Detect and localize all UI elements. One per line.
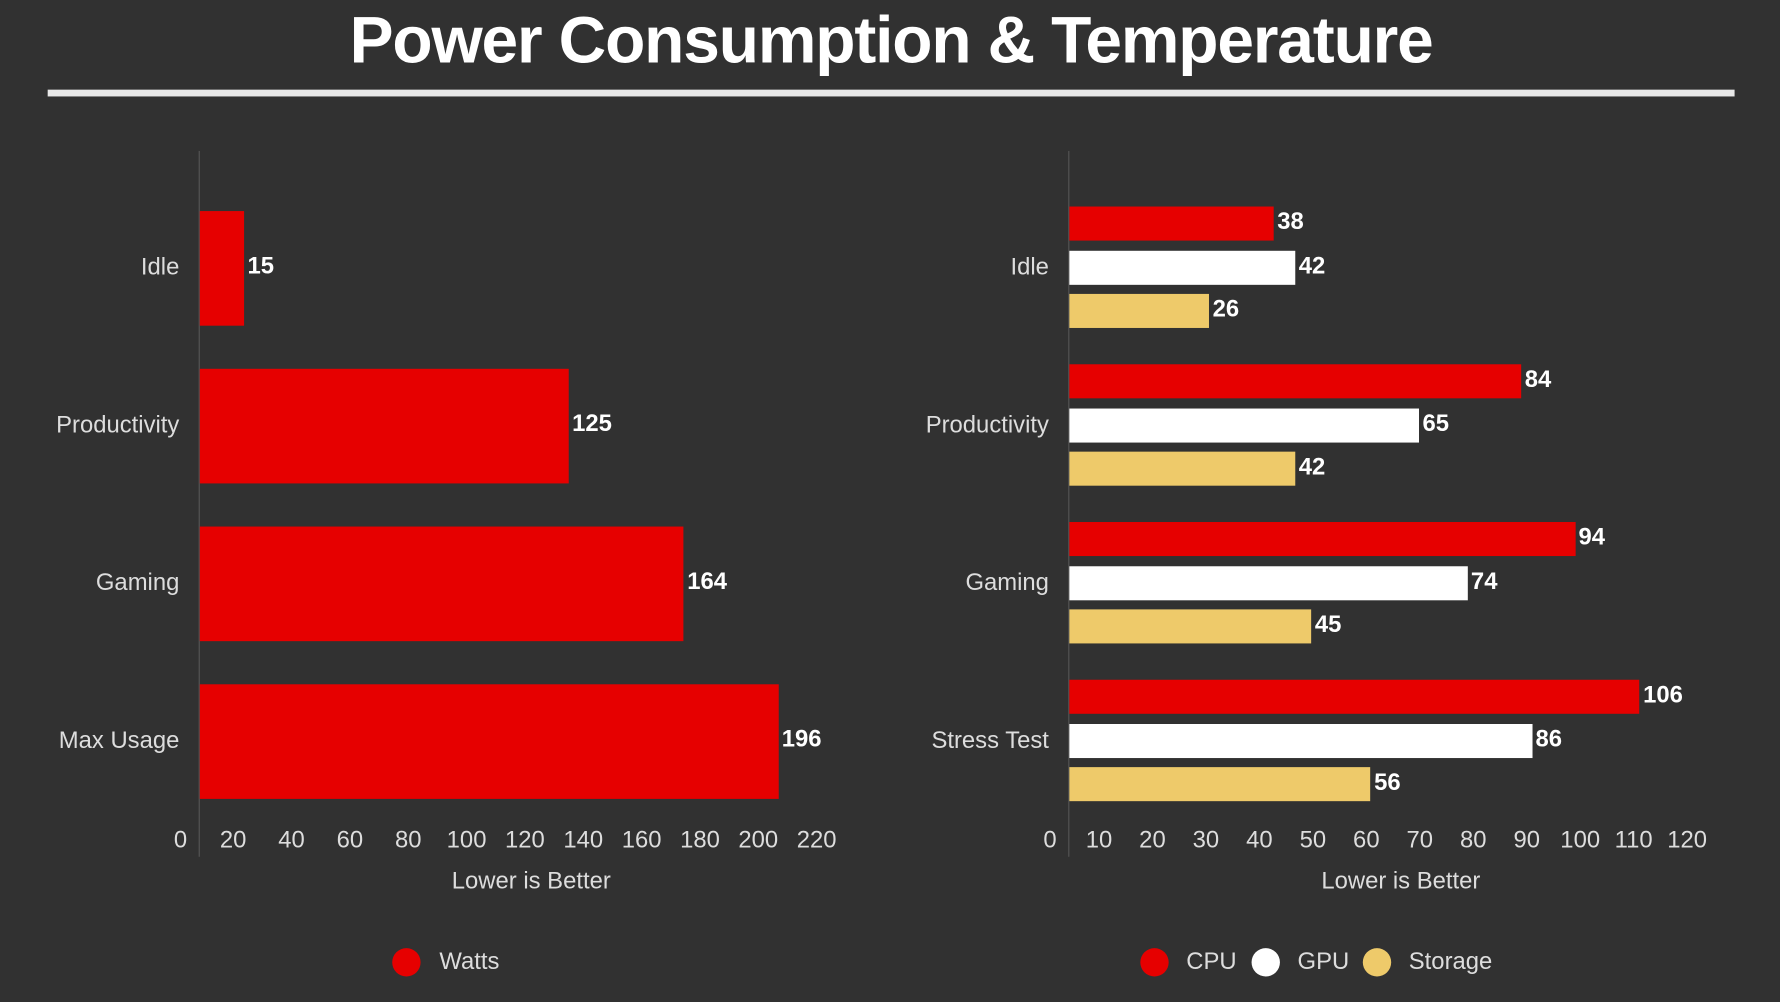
- bar-gpu: [1069, 566, 1468, 601]
- data-label: 42: [1298, 453, 1326, 481]
- data-label: 74: [1470, 568, 1498, 595]
- y-axis-line: [1068, 150, 1070, 857]
- x-tick-label: 40: [278, 827, 305, 854]
- bar-watts: [199, 368, 569, 483]
- data-label: 94: [1578, 524, 1606, 551]
- data-label: 196: [781, 726, 822, 753]
- legend-swatch-storage: [1362, 948, 1392, 977]
- data-label: 84: [1524, 366, 1552, 393]
- x-tick-label: 80: [1460, 827, 1487, 854]
- bar-watts: [199, 210, 245, 326]
- data-label: 106: [1643, 682, 1683, 709]
- legend-label-watts: Watts: [439, 948, 500, 975]
- bar-storage: [1069, 767, 1371, 802]
- bar-cpu: [1069, 206, 1274, 241]
- category-label: Stress Test: [931, 727, 1049, 754]
- x-tick-label: 0: [173, 827, 188, 854]
- x-tick-label: 160: [621, 827, 662, 854]
- data-label: 65: [1422, 410, 1450, 437]
- category-label: Gaming: [95, 569, 180, 596]
- x-tick-label: 20: [219, 827, 247, 854]
- x-tick-label: 80: [394, 827, 422, 854]
- legend-swatch-cpu: [1140, 948, 1169, 977]
- x-axis-label: Lower is Better: [451, 868, 611, 895]
- y-axis-line: [198, 150, 200, 857]
- legend-label-gpu: GPU: [1297, 948, 1350, 975]
- legend-label-cpu: CPU: [1186, 948, 1237, 975]
- category-label: Productivity: [925, 411, 1049, 439]
- x-tick-label: 60: [336, 827, 364, 854]
- bar-gpu: [1069, 408, 1420, 443]
- data-label: 56: [1374, 769, 1401, 796]
- bar-watts: [199, 525, 684, 641]
- category-label: Idle: [140, 254, 180, 281]
- x-tick-label: 30: [1192, 827, 1220, 854]
- bar-cpu: [1069, 679, 1640, 714]
- bar-storage: [1069, 451, 1296, 486]
- x-tick-label: 120: [1667, 827, 1708, 854]
- category-label: Productivity: [56, 411, 180, 439]
- x-tick-label: 200: [738, 827, 779, 854]
- category-label: Idle: [1010, 254, 1049, 281]
- bar-cpu: [1069, 364, 1522, 399]
- bar-storage: [1069, 609, 1312, 644]
- x-tick-label: 0: [1043, 827, 1057, 854]
- legend-swatch-watts: [392, 948, 421, 977]
- title-divider: [47, 89, 1735, 97]
- bar-storage: [1069, 293, 1210, 328]
- data-label: 86: [1535, 726, 1563, 753]
- data-label: 38: [1277, 208, 1304, 235]
- data-label: 42: [1298, 253, 1326, 280]
- category-label: Gaming: [965, 569, 1049, 596]
- legend-label-storage: Storage: [1408, 948, 1493, 975]
- data-label: 26: [1212, 296, 1240, 323]
- x-tick-label: 110: [1614, 827, 1653, 854]
- x-tick-label: 180: [680, 827, 720, 854]
- x-tick-label: 20: [1139, 827, 1166, 854]
- bar-gpu: [1069, 250, 1296, 285]
- x-tick-label: 100: [446, 827, 487, 854]
- bar-gpu: [1069, 724, 1533, 759]
- data-label: 15: [247, 253, 274, 280]
- page-title: Power Consumption & Temperature: [349, 3, 1434, 78]
- x-tick-label: 70: [1406, 827, 1434, 854]
- legend-swatch-gpu: [1251, 948, 1280, 977]
- x-tick-label: 100: [1560, 827, 1601, 854]
- x-tick-label: 50: [1299, 827, 1327, 854]
- x-tick-label: 90: [1513, 827, 1540, 854]
- x-tick-label: 60: [1353, 827, 1380, 854]
- data-label: 45: [1314, 611, 1342, 638]
- x-tick-label: 40: [1246, 827, 1273, 854]
- x-axis-label: Lower is Better: [1321, 868, 1481, 895]
- category-label: Max Usage: [58, 727, 180, 754]
- x-tick-label: 140: [563, 827, 604, 854]
- bar-watts: [199, 683, 779, 799]
- x-tick-label: 10: [1085, 827, 1113, 854]
- data-label: 164: [687, 568, 728, 595]
- bar-cpu: [1069, 522, 1576, 557]
- x-tick-label: 220: [796, 827, 837, 854]
- x-tick-label: 120: [505, 827, 545, 854]
- data-label: 125: [572, 410, 612, 437]
